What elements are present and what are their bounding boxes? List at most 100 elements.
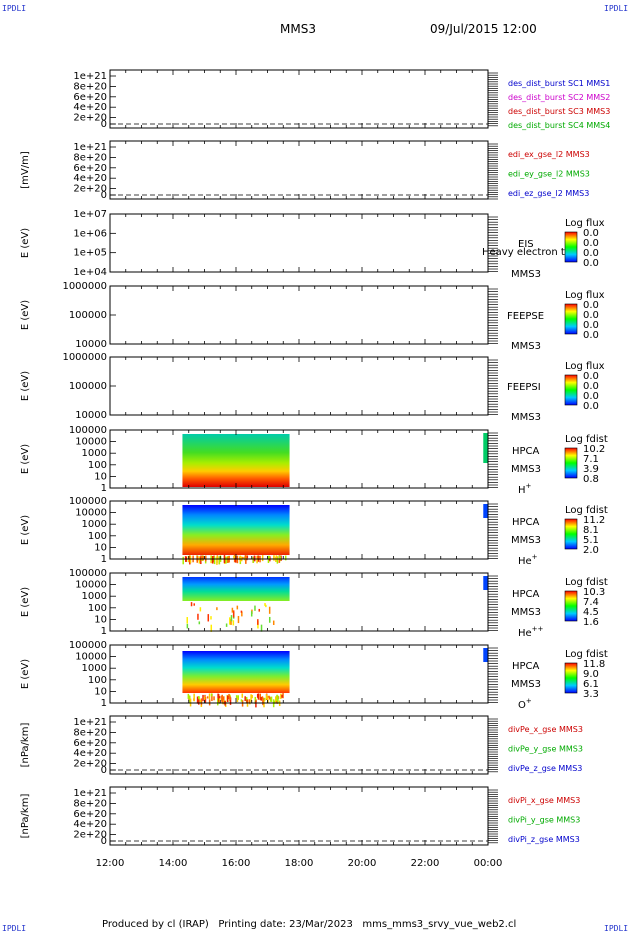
spectrogram-speck <box>273 700 276 704</box>
y-tick-label: 6e+20 <box>73 92 107 103</box>
spectrogram-speck <box>241 693 244 698</box>
legend-entry: divPi_z_gse MMS3 <box>508 835 580 844</box>
spectrogram-speck <box>210 693 213 697</box>
spectrogram-speck <box>257 693 260 700</box>
spectrogram-speck <box>212 556 214 564</box>
y-tick-label: 10000 <box>75 339 107 350</box>
y-tick-label: 1000 <box>82 663 107 674</box>
spectrogram-speck <box>272 620 275 626</box>
spectrogram-speck <box>267 695 269 703</box>
spectrogram-speck <box>254 605 256 611</box>
y-tick-label: 1 <box>101 483 107 494</box>
spectrogram-speck <box>196 555 199 561</box>
spectrogram-speck <box>263 697 266 701</box>
spectrogram-speck <box>250 611 253 617</box>
spectrogram-speck <box>236 697 239 702</box>
x-tick-label: 18:00 <box>285 858 314 869</box>
colorbar <box>564 590 578 622</box>
y-tick-label: 100000 <box>69 310 107 321</box>
y-axis-label: E (eV) <box>20 587 31 617</box>
spectrogram-speck <box>256 555 258 564</box>
colorbar-tick-label: 10.3 <box>583 587 605 598</box>
spectrogram-speck <box>251 694 253 699</box>
y-tick-label: 10000 <box>75 580 107 591</box>
y-tick-label: 4e+20 <box>73 748 107 759</box>
instrument-label: FEEPSI <box>507 382 541 393</box>
spectrogram-speck <box>268 555 270 559</box>
instrument-label: MMS3 <box>511 341 541 352</box>
colorbar-title: Log flux <box>565 290 605 301</box>
colorbar <box>564 662 578 694</box>
colorbar <box>564 231 578 263</box>
spectrogram-speck <box>268 606 271 614</box>
y-tick-label: 4e+20 <box>73 819 107 830</box>
spectrogram-speck <box>182 556 184 565</box>
legend-entry: des_dist_burst SC2 MMS2 <box>508 93 610 102</box>
spectrogram-speck <box>208 693 211 700</box>
y-tick-label: 1e+21 <box>73 71 107 82</box>
spectrogram-speck <box>275 555 278 560</box>
spectrogram-speck <box>256 555 259 560</box>
y-tick-label: 1e+21 <box>73 788 107 799</box>
spectrogram-speck <box>230 619 232 625</box>
spectrogram-speck <box>265 694 268 700</box>
spectrogram-speck <box>241 611 243 617</box>
spectrogram-speck <box>207 614 210 622</box>
spectrogram-speck <box>284 555 287 561</box>
spectrogram-speck <box>186 617 188 624</box>
spectrogram-speck <box>208 699 211 706</box>
colorbar <box>564 518 578 550</box>
panel-frame <box>109 572 489 632</box>
colorbar-title: Log fdist <box>565 505 608 516</box>
y-tick-label: 8e+20 <box>73 798 107 809</box>
spectrogram-speck <box>258 608 261 612</box>
spectrogram-edge <box>483 648 488 662</box>
y-tick-label: 1000 <box>82 519 107 530</box>
species-label: O+ <box>518 697 532 711</box>
spectrogram-speck <box>268 616 271 623</box>
spectrogram-speck <box>252 556 255 563</box>
colorbar <box>564 374 578 406</box>
colorbar <box>564 303 578 335</box>
instrument-label: EIS <box>518 239 534 250</box>
colorbar-tick-label: 11.8 <box>583 659 605 670</box>
colorbar-tick-label: 4.5 <box>583 607 599 618</box>
spectrogram-speck <box>204 696 207 704</box>
instrument-label: FEEPSE <box>507 311 544 322</box>
spectrogram-speck <box>229 617 231 625</box>
legend-entry: des_dist_burst SC1 MMS1 <box>508 79 610 88</box>
spectrogram-speck <box>211 693 213 702</box>
y-tick-label: 1e+21 <box>73 142 107 153</box>
footer-file: mms_mms3_srvy_vue_web2.cl <box>362 919 517 930</box>
y-tick-label: 10 <box>94 471 107 482</box>
y-tick-label: 2e+20 <box>73 759 107 770</box>
y-tick-label: 100 <box>88 675 107 686</box>
y-tick-label: 6e+20 <box>73 809 107 820</box>
spectrogram-speck <box>200 556 202 565</box>
y-tick-label: 2e+20 <box>73 184 107 195</box>
spectrogram-speck <box>200 555 202 561</box>
y-axis-label: [nPa/km] <box>20 794 31 839</box>
corner-label-br: IPDLI <box>604 924 629 933</box>
spectrogram-speck <box>187 693 190 699</box>
spectrogram-speck <box>198 556 201 564</box>
colorbar-tick-label: 0.0 <box>583 248 599 259</box>
spectrogram-speck <box>201 556 204 559</box>
y-axis-label: E (eV) <box>20 371 31 401</box>
spectrogram-speck <box>259 693 262 701</box>
spectrogram-speck <box>232 610 235 618</box>
species-label: He++ <box>518 625 544 639</box>
panel-frame <box>109 140 489 200</box>
spectrogram-speck <box>197 613 199 620</box>
corner-label-tl: IPDLI <box>2 4 27 13</box>
spectrogram-edge <box>483 504 488 518</box>
x-tick-label: 22:00 <box>411 858 440 869</box>
y-axis-label: E (eV) <box>20 228 31 258</box>
instrument-label: Heavy electron tof <box>482 247 575 258</box>
spectrogram-speck <box>276 695 278 702</box>
